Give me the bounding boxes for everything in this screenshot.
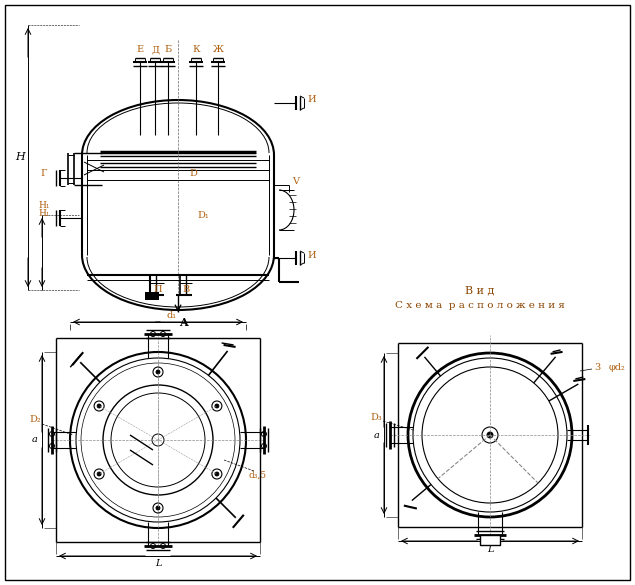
Text: Е: Е [137,46,144,54]
Text: В и д: В и д [465,285,495,295]
Circle shape [487,432,493,438]
Text: Н: Н [15,152,25,162]
Text: Г: Г [41,168,47,177]
Text: С х е м а  р а с п о л о ж е н и я: С х е м а р а с п о л о ж е н и я [395,301,565,311]
Text: D₁: D₁ [197,211,209,219]
Text: Н₁: Н₁ [38,201,50,209]
Text: П: П [154,285,163,294]
Text: К: К [192,46,200,54]
Text: D: D [189,170,197,178]
Text: Б: Б [164,46,171,54]
Circle shape [97,472,101,476]
Text: a: a [32,435,38,445]
Text: V: V [293,177,300,187]
Text: В: В [182,285,190,294]
Circle shape [215,472,219,476]
Circle shape [215,404,219,408]
Circle shape [156,506,160,510]
Text: φd₂: φd₂ [608,363,625,373]
Circle shape [97,404,101,408]
Text: Д: Д [151,46,159,54]
Text: L: L [155,559,161,569]
Text: D₃: D₃ [370,412,382,422]
Text: 3: 3 [594,363,600,373]
Text: Н₁: Н₁ [38,208,50,218]
Circle shape [156,370,160,374]
Text: Ж: Ж [213,46,224,54]
Bar [145,292,159,300]
Text: D₂: D₂ [29,415,41,425]
Text: a: a [374,431,380,439]
Text: И: И [308,95,316,105]
Text: L: L [487,545,493,553]
Text: И: И [308,250,316,260]
Text: d₁: d₁ [167,311,177,319]
Text: d₃,5: d₃,5 [249,470,267,480]
Text: A: A [178,316,187,328]
Bar [480,535,500,545]
